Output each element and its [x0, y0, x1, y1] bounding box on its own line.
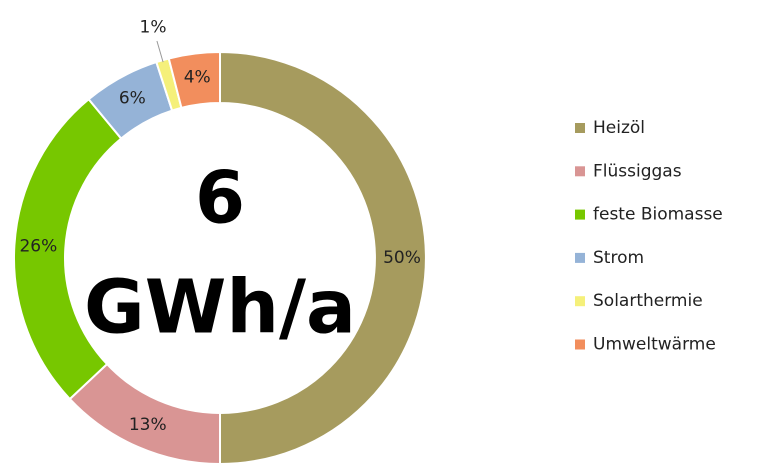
data-label: 4% — [184, 67, 211, 87]
legend-swatch — [575, 166, 585, 177]
data-label: 6% — [119, 89, 146, 109]
legend-label: Solarthermie — [593, 291, 703, 311]
legend-swatch — [575, 252, 585, 263]
data-label: 50% — [383, 248, 421, 268]
legend-label: Umweltwärme — [593, 335, 716, 355]
donut-segment — [167, 50, 221, 110]
center-value: 6 — [195, 156, 245, 240]
legend-label: feste Biomasse — [593, 205, 723, 225]
data-label: 1% — [140, 18, 167, 38]
legend-label: Heizöl — [593, 118, 645, 138]
data-label: 26% — [19, 237, 57, 257]
legend-swatch — [575, 209, 585, 220]
legend-swatch — [575, 123, 585, 133]
legend-swatch — [575, 296, 585, 307]
legend-swatch — [575, 339, 585, 350]
center-unit: GWh/a — [84, 265, 356, 351]
legend-label: Flüssiggas — [593, 161, 682, 181]
data-label: 13% — [129, 415, 167, 435]
legend-label: Strom — [593, 248, 644, 268]
leader-line — [156, 40, 164, 63]
